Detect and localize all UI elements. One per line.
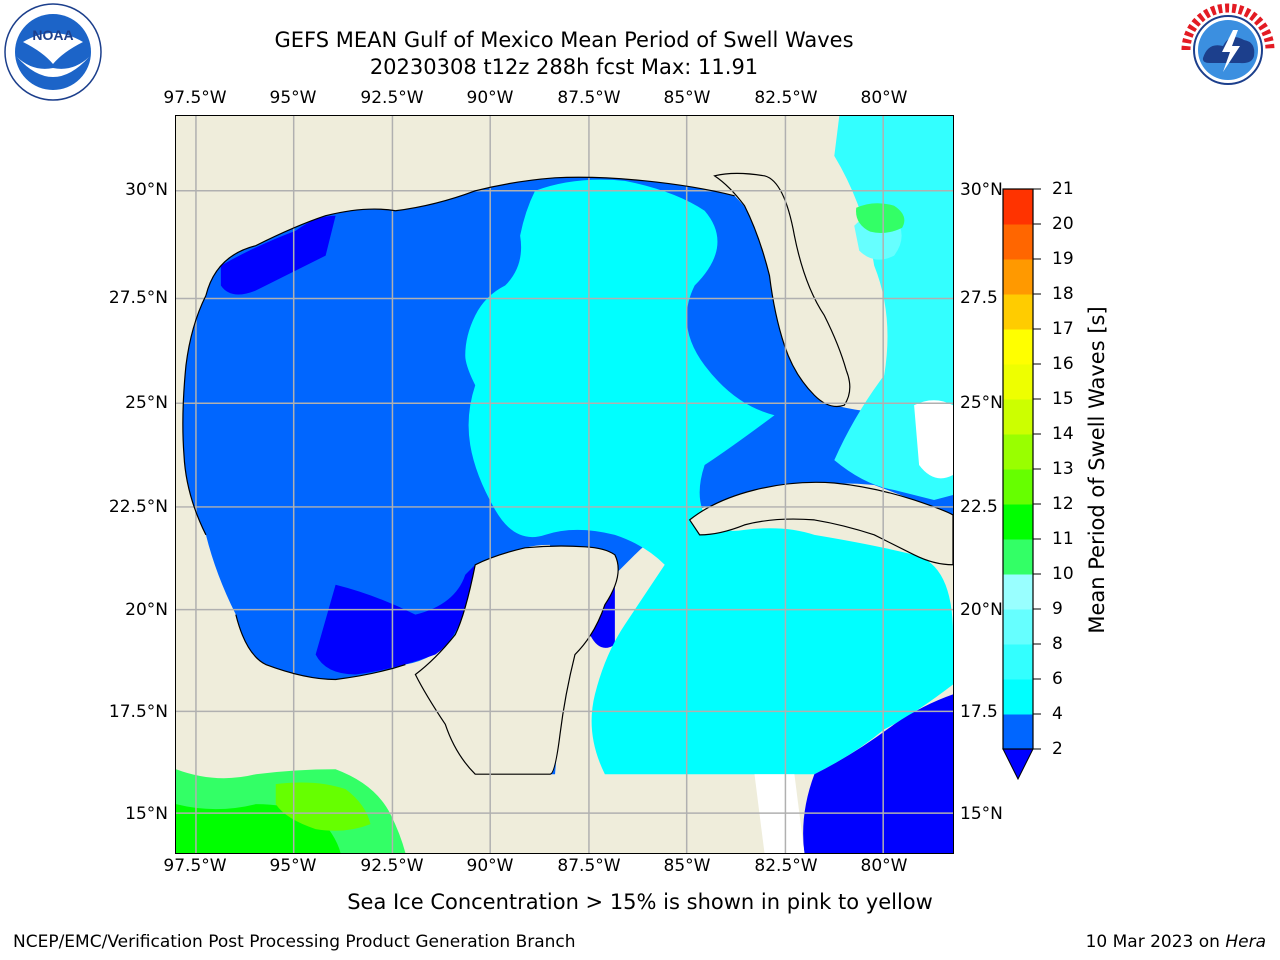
lat-label-left: 22.5°N <box>108 497 168 517</box>
lon-label-bottom: 80°W <box>860 856 908 876</box>
missing-data-white <box>914 400 953 479</box>
land-green-lime <box>275 782 371 831</box>
lat-label-right: 15°N <box>960 804 1003 824</box>
noaa-logo: NOAA <box>4 3 102 101</box>
lon-label-bottom: 85°W <box>663 856 711 876</box>
colorbar-tick-label: 16 <box>1052 354 1074 374</box>
lon-label-top: 97.5°W <box>163 88 227 108</box>
coastline <box>235 614 406 681</box>
lat-label-right: 22.5 <box>960 497 998 517</box>
lon-label-top: 87.5°W <box>557 88 621 108</box>
lon-label-top: 80°W <box>860 88 908 108</box>
colorbar-tick-label: 21 <box>1052 179 1074 199</box>
land-yucatan <box>414 545 619 775</box>
lon-label-top: 92.5°W <box>360 88 424 108</box>
colorbar-bin <box>1003 714 1033 750</box>
lat-label-right: 27.5 <box>960 288 998 308</box>
colorbar-under-extension <box>1002 748 1034 781</box>
colorbar-tick-label: 6 <box>1052 669 1063 689</box>
colorbar-bin <box>1003 539 1033 575</box>
colorbar-tick-label: 19 <box>1052 249 1074 269</box>
colorbar-bin <box>1003 504 1033 540</box>
lon-label-bottom: 92.5°W <box>360 856 424 876</box>
colorbar-bin <box>1003 574 1033 610</box>
colorbar-bin <box>1003 294 1033 330</box>
colorbar-tick-label: 13 <box>1052 459 1074 479</box>
colorbar-bin <box>1003 609 1033 645</box>
chart-title: GEFS MEAN Gulf of Mexico Mean Period of … <box>274 28 854 52</box>
colorbar-tick-label: 11 <box>1052 529 1074 549</box>
lat-label-right: 17.5 <box>960 702 998 722</box>
map-gridlines <box>176 116 953 853</box>
lon-label-top: 95°W <box>269 88 317 108</box>
land-cuba <box>688 481 953 566</box>
colorbar-bin <box>1003 364 1033 400</box>
colorbar-bin <box>1003 259 1033 295</box>
colorbar-bin <box>1003 679 1033 715</box>
svg-text:NOAA: NOAA <box>32 27 73 43</box>
colorbar-bin <box>1003 644 1033 680</box>
lat-label-right: 30°N <box>960 180 1003 200</box>
lon-label-top: 90°W <box>466 88 514 108</box>
lat-label-left: 15°N <box>125 804 168 824</box>
colorbar-bin <box>1003 469 1033 505</box>
gulf-water-cyan <box>465 179 953 775</box>
lat-label-left: 30°N <box>125 180 168 200</box>
gulf-water-deep-blue <box>315 564 476 675</box>
sea-ice-note: Sea Ice Concentration > 15% is shown in … <box>347 890 933 914</box>
footer-credit: NCEP/EMC/Verification Post Processing Pr… <box>13 932 576 952</box>
lat-label-left: 27.5°N <box>108 288 168 308</box>
gulf-of-mexico-map <box>175 115 954 854</box>
lon-label-top: 85°W <box>663 88 711 108</box>
colorbar <box>1002 188 1041 781</box>
lon-label-bottom: 87.5°W <box>557 856 621 876</box>
lat-label-left: 25°N <box>125 393 168 413</box>
lon-label-top: 82.5°W <box>754 88 818 108</box>
colorbar-bin <box>1003 224 1033 260</box>
colorbar-bin <box>1003 399 1033 435</box>
colorbar-tick-label: 10 <box>1052 564 1074 584</box>
colorbar-tick-label: 14 <box>1052 424 1074 444</box>
atlantic-water-green <box>856 203 905 234</box>
colorbar-tick-label: 4 <box>1052 704 1063 724</box>
lon-label-bottom: 95°W <box>269 856 317 876</box>
colorbar-tick-label: 18 <box>1052 284 1074 304</box>
coastline <box>182 295 207 536</box>
footer-date-text: 10 Mar 2023 on <box>1085 932 1226 952</box>
colorbar-bin <box>1003 329 1033 365</box>
colorbar-bin <box>1003 434 1033 470</box>
chart-subtitle: 20230308 t12z 288h fcst Max: 11.91 <box>369 55 759 79</box>
footer-date: 10 Mar 2023 on Hera <box>1086 932 1266 952</box>
colorbar-tick-label: 9 <box>1052 599 1063 619</box>
lat-label-right: 20°N <box>960 600 1003 620</box>
lon-label-bottom: 82.5°W <box>754 856 818 876</box>
colorbar-tick-label: 17 <box>1052 319 1074 339</box>
colorbar-label: Mean Period of Swell Waves [s] <box>1085 306 1109 634</box>
colorbar-tick-label: 2 <box>1052 739 1063 759</box>
coastline <box>205 176 735 296</box>
colorbar-bin <box>1003 189 1033 225</box>
footer-machine: Hera <box>1225 932 1266 952</box>
colorbar-tick-label: 20 <box>1052 214 1074 234</box>
lon-label-bottom: 90°W <box>466 856 514 876</box>
land-florida <box>713 172 851 408</box>
lon-label-bottom: 97.5°W <box>163 856 227 876</box>
lat-label-right: 25°N <box>960 393 1003 413</box>
lat-label-left: 17.5°N <box>108 702 168 722</box>
colorbar-tick-label: 15 <box>1052 389 1074 409</box>
colorbar-tick-label: 8 <box>1052 634 1063 654</box>
national-weather-service-logo <box>1180 2 1276 98</box>
gulf-water-deep-blue <box>220 215 336 295</box>
colorbar-tick-label: 12 <box>1052 494 1074 514</box>
lat-label-left: 20°N <box>125 600 168 620</box>
